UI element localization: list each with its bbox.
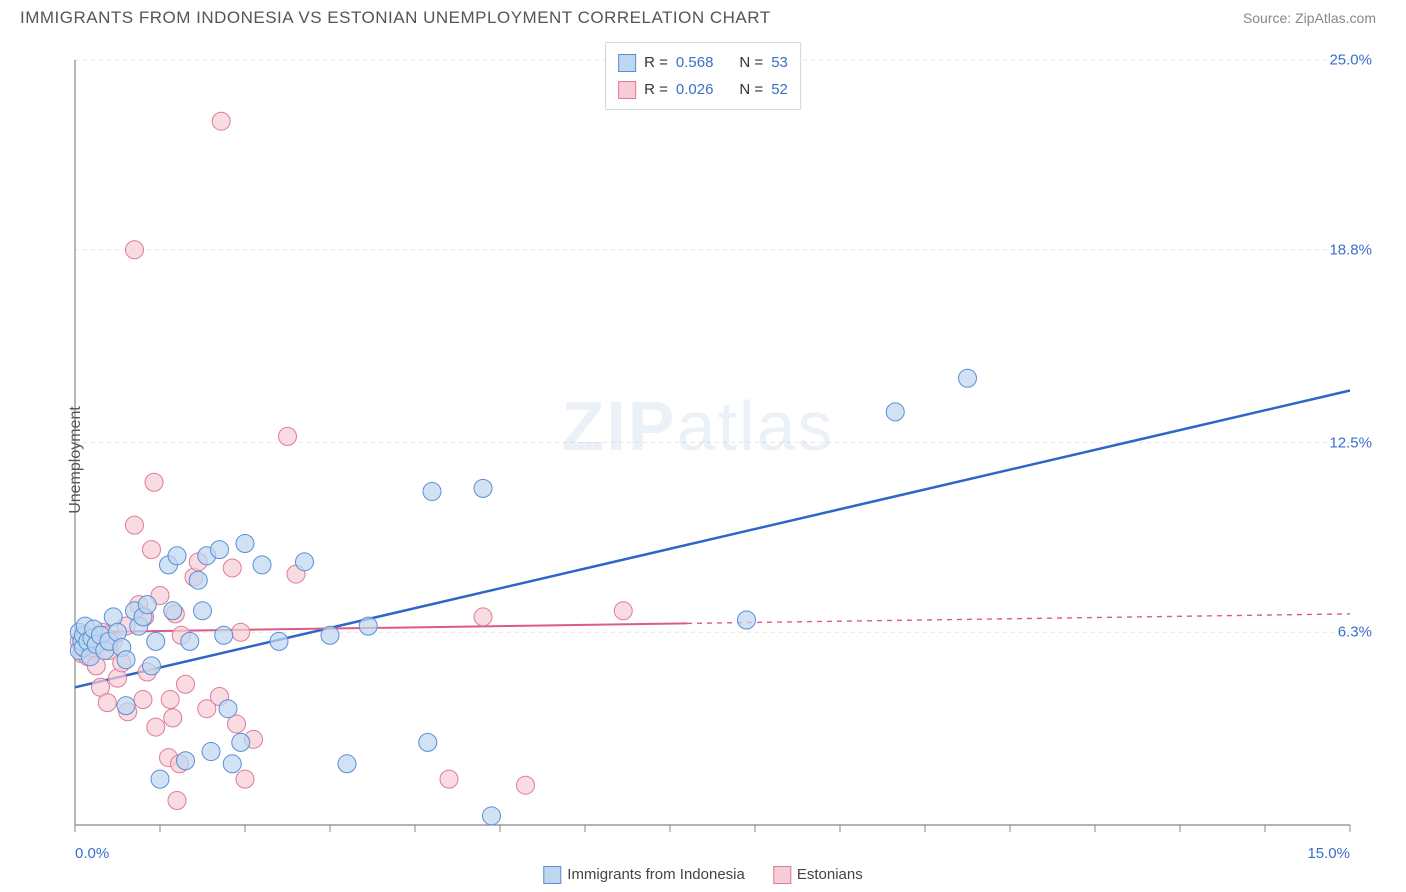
legend-swatch bbox=[618, 81, 636, 99]
legend-item: Estonians bbox=[773, 866, 863, 884]
x-tick-label: 15.0% bbox=[1307, 845, 1350, 862]
legend-swatch bbox=[773, 866, 791, 884]
chart-title: IMMIGRANTS FROM INDONESIA VS ESTONIAN UN… bbox=[20, 8, 771, 28]
y-axis-title: Unemployment bbox=[67, 406, 85, 514]
correlation-row: R = 0.568 N = 53 bbox=[618, 49, 788, 76]
chart-area: Unemployment ZIPatlas bbox=[20, 40, 1376, 880]
series-legend: Immigrants from Indonesia Estonians bbox=[543, 866, 862, 884]
y-tick-label: 6.3% bbox=[1338, 624, 1372, 641]
scatter-chart bbox=[20, 40, 1376, 880]
y-tick-label: 25.0% bbox=[1329, 52, 1372, 69]
legend-swatch bbox=[618, 54, 636, 72]
x-tick-label: 0.0% bbox=[75, 845, 109, 862]
correlation-legend: R = 0.568 N = 53 R = 0.026 N = 52 bbox=[605, 42, 801, 110]
correlation-row: R = 0.026 N = 52 bbox=[618, 76, 788, 103]
source-label: Source: ZipAtlas.com bbox=[1243, 10, 1376, 26]
legend-swatch bbox=[543, 866, 561, 884]
y-tick-label: 18.8% bbox=[1329, 241, 1372, 258]
legend-item: Immigrants from Indonesia bbox=[543, 866, 745, 884]
y-tick-label: 12.5% bbox=[1329, 434, 1372, 451]
